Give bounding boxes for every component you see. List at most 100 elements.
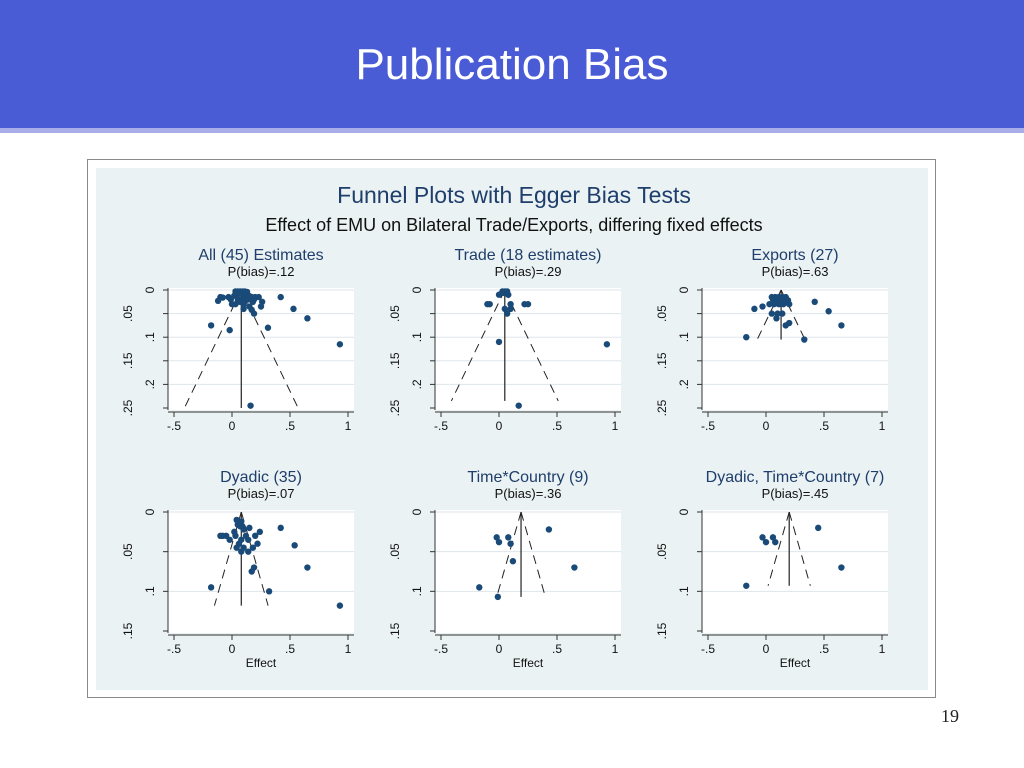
data-point xyxy=(226,536,233,543)
data-point xyxy=(775,300,782,308)
data-point xyxy=(476,584,483,591)
data-point xyxy=(743,334,750,341)
x-tick-label: -.5 xyxy=(434,419,448,433)
plot-area xyxy=(168,510,354,633)
panel-title: Exports (27) xyxy=(751,247,838,264)
data-point xyxy=(291,542,298,549)
panel-bias-label: P(bias)=.45 xyxy=(762,486,829,501)
data-point xyxy=(811,298,818,305)
y-tick-label: .1 xyxy=(410,332,424,342)
data-point xyxy=(277,293,284,301)
y-tick-label: .15 xyxy=(655,622,669,639)
data-point xyxy=(240,526,247,533)
y-tick-label: 0 xyxy=(410,508,424,515)
data-point xyxy=(245,548,252,555)
y-tick-label: .05 xyxy=(121,305,135,322)
y-tick-label: .05 xyxy=(655,543,669,560)
data-point xyxy=(505,534,512,541)
x-tick-label: 0 xyxy=(763,419,770,433)
panel-title: Dyadic (35) xyxy=(220,469,302,486)
data-point xyxy=(743,582,750,589)
data-point xyxy=(240,305,247,313)
y-tick-label: .1 xyxy=(677,586,691,596)
y-tick-label: .25 xyxy=(655,399,669,416)
data-point xyxy=(250,310,258,317)
data-point xyxy=(254,540,261,547)
y-tick-label: 0 xyxy=(143,286,157,293)
figure-title: Funnel Plots with Egger Bias Tests xyxy=(337,182,691,208)
funnel-left-line xyxy=(767,511,790,586)
y-tick-label: .25 xyxy=(121,399,135,416)
data-point xyxy=(786,300,793,308)
plot-area xyxy=(702,288,888,410)
y-tick-label: .15 xyxy=(388,622,402,639)
data-point xyxy=(240,300,247,308)
funnel-left-line xyxy=(450,289,506,402)
data-point xyxy=(304,564,311,571)
y-tick-label: 0 xyxy=(143,508,157,515)
data-point xyxy=(759,303,766,310)
x-tick-label: 1 xyxy=(612,642,619,656)
y-tick-label: .05 xyxy=(388,543,402,560)
data-point xyxy=(232,300,239,308)
data-point xyxy=(815,524,822,532)
data-point xyxy=(265,588,273,595)
data-point xyxy=(277,524,284,532)
y-tick-label: 0 xyxy=(677,508,691,515)
funnel-left-line xyxy=(756,289,782,340)
data-point xyxy=(825,308,832,315)
data-point xyxy=(493,534,500,541)
data-point xyxy=(336,602,344,609)
data-point xyxy=(238,548,245,555)
y-tick-label: .1 xyxy=(143,586,157,596)
data-point xyxy=(766,300,773,308)
data-point xyxy=(232,532,239,539)
plot-area xyxy=(435,288,621,410)
y-tick-label: .1 xyxy=(677,332,691,342)
x-tick-label: .5 xyxy=(819,419,829,433)
panel-title: Time*Country (9) xyxy=(467,469,588,486)
data-point xyxy=(779,310,786,317)
data-point xyxy=(290,305,297,313)
x-tick-label: 1 xyxy=(345,642,352,656)
y-tick-label: .05 xyxy=(121,543,135,560)
data-point xyxy=(768,310,775,317)
data-point xyxy=(509,557,517,565)
x-tick-label: 0 xyxy=(229,642,236,656)
data-point xyxy=(257,303,265,310)
data-point xyxy=(336,341,344,348)
panel-title: Dyadic, Time*Country (7) xyxy=(706,469,885,486)
data-point xyxy=(838,564,845,571)
y-tick-label: .25 xyxy=(388,399,402,416)
data-point xyxy=(495,291,503,298)
data-point xyxy=(507,300,514,308)
x-tick-label: 0 xyxy=(229,419,236,433)
data-point xyxy=(571,564,578,571)
y-tick-label: 0 xyxy=(410,286,424,293)
y-tick-label: .05 xyxy=(388,305,402,322)
data-point xyxy=(207,584,215,591)
data-point xyxy=(252,532,259,539)
header-underline xyxy=(0,128,1024,133)
slide-header xyxy=(0,0,1024,128)
x-tick-label: 1 xyxy=(879,419,886,433)
x-tick-label: 0 xyxy=(496,419,503,433)
x-tick-label: 1 xyxy=(612,419,619,433)
panel-bias-label: P(bias)=.12 xyxy=(228,264,295,279)
data-point xyxy=(233,544,240,551)
x-tick-label: -.5 xyxy=(434,642,448,656)
data-point xyxy=(495,338,503,346)
data-point xyxy=(759,534,766,541)
x-tick-label: -.5 xyxy=(701,419,715,433)
data-point xyxy=(786,319,793,327)
data-point xyxy=(245,536,252,543)
x-tick-label: .5 xyxy=(552,419,562,433)
y-tick-label: .15 xyxy=(655,352,669,369)
x-tick-label: 1 xyxy=(879,642,886,656)
y-tick-label: .2 xyxy=(143,379,157,389)
data-point xyxy=(214,297,222,305)
x-tick-label: .5 xyxy=(285,419,295,433)
y-tick-label: .15 xyxy=(121,352,135,369)
x-tick-label: -.5 xyxy=(167,419,181,433)
y-tick-label: .05 xyxy=(655,305,669,322)
